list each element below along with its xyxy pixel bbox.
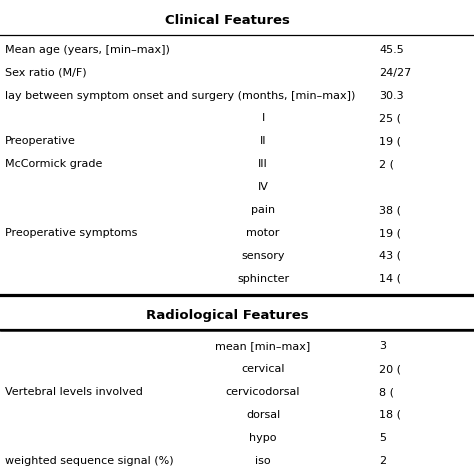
Text: cervicodorsal: cervicodorsal [226,387,301,397]
Text: dorsal: dorsal [246,410,280,420]
Text: 20 (: 20 ( [379,364,401,374]
Text: 19 (: 19 ( [379,228,401,238]
Text: Radiological Features: Radiological Features [146,310,309,322]
Text: 43 (: 43 ( [379,251,401,261]
Text: IV: IV [258,182,268,192]
Text: 38 (: 38 ( [379,205,401,215]
Text: pain: pain [251,205,275,215]
Text: 18 (: 18 ( [379,410,401,420]
Text: 14 (: 14 ( [379,274,401,284]
Text: Preoperative symptoms: Preoperative symptoms [5,228,137,238]
Text: Sex ratio (M/F): Sex ratio (M/F) [5,68,86,78]
Text: 19 (: 19 ( [379,137,401,146]
Text: I: I [262,113,264,123]
Text: 8 (: 8 ( [379,387,394,397]
Text: sensory: sensory [241,251,285,261]
Text: hypo: hypo [249,433,277,443]
Text: sphincter: sphincter [237,274,289,284]
Text: 2: 2 [379,456,386,466]
Text: Clinical Features: Clinical Features [165,15,290,27]
Text: mean [min–max]: mean [min–max] [216,341,310,351]
Text: cervical: cervical [241,364,285,374]
Text: 25 (: 25 ( [379,113,401,123]
Text: 45.5: 45.5 [379,45,404,55]
Text: 5: 5 [379,433,386,443]
Text: 2 (: 2 ( [379,159,394,169]
Text: weighted sequence signal (%): weighted sequence signal (%) [5,456,173,466]
Text: motor: motor [246,228,280,238]
Text: iso: iso [255,456,271,466]
Text: Vertebral levels involved: Vertebral levels involved [5,387,143,397]
Text: 30.3: 30.3 [379,91,404,100]
Text: lay between symptom onset and surgery (months, [min–max]): lay between symptom onset and surgery (m… [5,91,355,100]
Text: McCormick grade: McCormick grade [5,159,102,169]
Text: Preoperative: Preoperative [5,137,76,146]
Text: Mean age (years, [min–max]): Mean age (years, [min–max]) [5,45,170,55]
Text: 24/27: 24/27 [379,68,411,78]
Text: III: III [258,159,268,169]
Text: 3: 3 [379,341,386,351]
Text: II: II [260,137,266,146]
